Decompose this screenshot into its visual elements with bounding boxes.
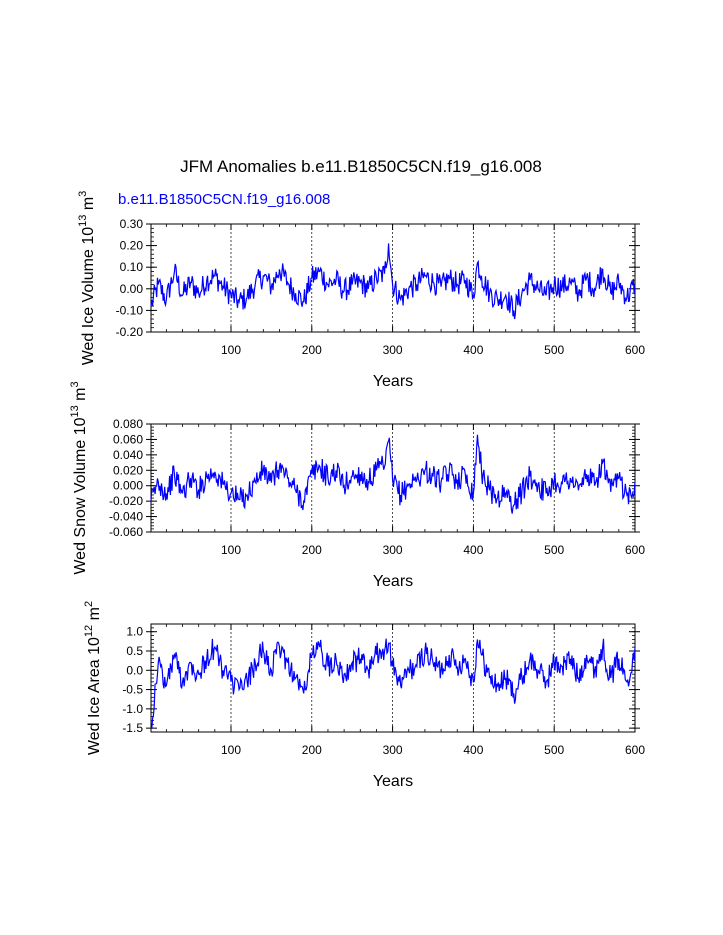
ice-area-series-line	[150, 638, 636, 729]
x-axis-label: Years	[373, 573, 413, 590]
x-tick-label: 100	[221, 543, 241, 557]
panel-ice-volume: 100 200 300 400 500 600 -0.20 -0.10 0.00 0.10 0.20…	[77, 191, 645, 390]
x-tick-label: 100	[221, 343, 241, 357]
y-tick-label: -0.20	[116, 325, 144, 339]
x-tick-label: 300	[383, 543, 403, 557]
y-axis-label: Wed Ice Volume 1013 m3	[77, 191, 97, 366]
panel-ice-area: 100 200 300 400 500 600-1.5-1.0-0.50.00.51.0 …	[83, 601, 645, 790]
x-tick-label: 200	[302, 743, 322, 757]
x-axis-label: Years	[373, 773, 413, 790]
x-tick-label: 400	[463, 343, 483, 357]
x-tick-label: 600	[625, 743, 645, 757]
y-tick-label: -0.060	[109, 525, 143, 539]
x-tick-label: 300	[383, 743, 403, 757]
x-tick-label: 500	[544, 543, 564, 557]
y-tick-label: 0.000	[113, 479, 143, 493]
x-tick-label: 200	[302, 543, 322, 557]
x-tick-label: 500	[544, 343, 564, 357]
panel-snow-volume: 100 200 300 400 500 600 -0.060-0.040 -0.0200.00…	[69, 381, 645, 590]
y-tick-label: 0.020	[113, 463, 143, 477]
y-tick-label: 0.10	[120, 260, 144, 274]
y-tick-label: -0.10	[116, 303, 144, 317]
y-tick-label: -1.5	[122, 721, 143, 735]
x-tick-label: 200	[302, 343, 322, 357]
y-tick-label: 1.0	[126, 625, 143, 639]
x-tick-label: 500	[544, 743, 564, 757]
y-tick-label: 0.30	[120, 217, 144, 231]
x-tick-label: 400	[463, 743, 483, 757]
y-tick-label: 0.060	[113, 432, 143, 446]
plot-frame	[150, 623, 636, 733]
y-tick-label: 0.00	[120, 282, 144, 296]
x-tick-label: 400	[463, 543, 483, 557]
figure-title: JFM Anomalies b.e11.B1850C5CN.f19_g16.00…	[180, 157, 542, 176]
y-tick-label: -0.5	[122, 683, 143, 697]
x-axis-label: Years	[373, 373, 413, 390]
x-tick-label: 100	[221, 743, 241, 757]
y-tick-label: 0.040	[113, 448, 143, 462]
y-tick-label: -0.040	[109, 510, 143, 524]
y-tick-label: 0.20	[120, 239, 144, 253]
x-tick-label: 600	[625, 543, 645, 557]
case-label: b.e11.B1850C5CN.f19_g16.008	[118, 191, 330, 208]
y-tick-label: 0.0	[126, 663, 143, 677]
x-tick-label: 600	[625, 343, 645, 357]
ice-volume-series-line	[150, 243, 636, 320]
y-tick-label: -1.0	[122, 702, 143, 716]
y-tick-label: 0.5	[126, 644, 143, 658]
y-axis-label: Wed Snow Volume 1013 m3	[69, 381, 89, 574]
y-tick-label: 0.080	[113, 417, 143, 431]
y-tick-label: -0.020	[109, 494, 143, 508]
y-axis-label: Wed Ice Area 1012 m2	[83, 601, 103, 755]
x-tick-label: 300	[383, 343, 403, 357]
snow-volume-series-line	[150, 434, 636, 514]
